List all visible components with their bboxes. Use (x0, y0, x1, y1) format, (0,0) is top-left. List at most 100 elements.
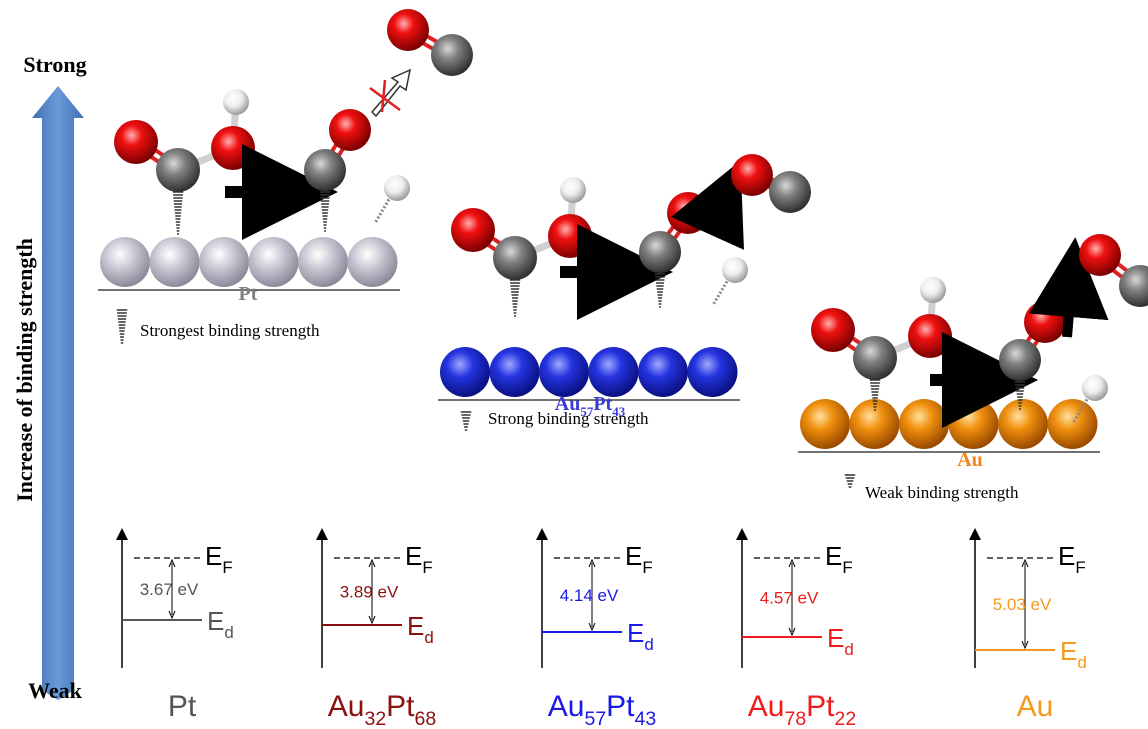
text-part: Pt (806, 690, 835, 723)
atom (156, 148, 200, 192)
d-band-label: Ed (627, 618, 654, 654)
binding-caption: Strongest binding strength (140, 321, 320, 340)
d-band-label: Ed (407, 611, 434, 647)
atom (667, 192, 709, 234)
gap-value: 4.14 eV (560, 586, 619, 605)
subscript: 22 (835, 708, 857, 729)
atom (800, 399, 850, 449)
text-part: Au (328, 690, 365, 723)
reaction-arrow (1028, 237, 1109, 338)
atom (849, 399, 900, 449)
atom (384, 175, 410, 201)
subscript: F (842, 558, 852, 577)
gap-value: 3.67 eV (140, 580, 199, 599)
text-part: Au (548, 690, 585, 723)
axis-bottom: Weak (28, 678, 83, 703)
bond (373, 195, 393, 224)
atom (639, 231, 681, 273)
atom (853, 336, 897, 380)
subscript: 32 (364, 708, 386, 729)
fermi-label: EF (205, 541, 233, 577)
atom (347, 237, 398, 287)
text-part: E (825, 541, 842, 571)
bond (711, 277, 731, 306)
subscript: 68 (415, 708, 437, 729)
subscript: 57 (584, 708, 606, 729)
text-part: E (627, 618, 644, 648)
atom (431, 34, 473, 76)
text-part: E (405, 541, 422, 571)
subscript: 43 (635, 708, 657, 729)
surface-label: Au (957, 449, 983, 471)
atom (298, 237, 348, 287)
text-part: Pt (386, 690, 415, 723)
atom (687, 347, 738, 397)
atom (329, 109, 371, 151)
atom (211, 126, 255, 170)
d-band-label: Ed (207, 606, 234, 642)
subscript: d (1077, 653, 1086, 672)
atom (248, 237, 299, 287)
atom (731, 154, 773, 196)
atom (722, 257, 748, 283)
binding-caption: Strong binding strength (488, 409, 649, 428)
subscript: 78 (784, 708, 806, 729)
d-band-label: Ed (827, 623, 854, 659)
atom (451, 208, 495, 252)
material-label: Au32Pt68 (328, 690, 436, 729)
atom (1079, 234, 1121, 276)
text-part: Au (1017, 690, 1054, 723)
gap-arrowhead (588, 558, 596, 632)
text-part: Au (748, 690, 785, 723)
atom (1024, 301, 1066, 343)
atom (304, 149, 346, 191)
reaction-arrow (671, 160, 744, 250)
text-part: Pt (606, 690, 635, 723)
atom (920, 277, 946, 303)
atom (223, 89, 249, 115)
text-part: E (205, 541, 222, 571)
atom (199, 237, 249, 287)
atom (493, 236, 537, 280)
atom (1119, 265, 1148, 307)
atom (114, 120, 158, 164)
atom (638, 347, 688, 397)
atom (489, 347, 540, 397)
atom (999, 339, 1041, 381)
gap-value: 5.03 eV (993, 595, 1052, 614)
text-part: Pt (239, 283, 258, 305)
atom (100, 237, 150, 287)
atom (948, 399, 999, 449)
fermi-label: EF (625, 541, 653, 577)
atom (387, 9, 429, 51)
text-part: E (1060, 636, 1077, 666)
material-label: Au57Pt43 (548, 690, 656, 729)
axis-label: Increase of binding strength (12, 238, 37, 502)
atom (998, 399, 1048, 449)
d-band-label: Ed (1060, 636, 1087, 672)
material-label: Au (1017, 690, 1054, 723)
subscript: F (1075, 558, 1085, 577)
atom (899, 399, 949, 449)
atom (548, 214, 592, 258)
atom (149, 237, 200, 287)
gap-arrowhead (1021, 558, 1029, 650)
text-part: E (827, 623, 844, 653)
fermi-label: EF (1058, 541, 1086, 577)
gap-value: 3.89 eV (340, 583, 399, 602)
subscript: F (642, 558, 652, 577)
material-label: Au78Pt22 (748, 690, 856, 729)
subscript: F (222, 558, 232, 577)
surface-label: Pt (239, 283, 258, 305)
text-part: E (1058, 541, 1075, 571)
subscript: 57 (580, 404, 594, 419)
text-part: Au (555, 393, 581, 415)
subscript: F (422, 558, 432, 577)
strength-arrow (32, 86, 84, 700)
atom (539, 347, 589, 397)
text-part: Pt (168, 690, 197, 723)
subscript: 43 (612, 404, 626, 419)
subscript: d (844, 640, 853, 659)
